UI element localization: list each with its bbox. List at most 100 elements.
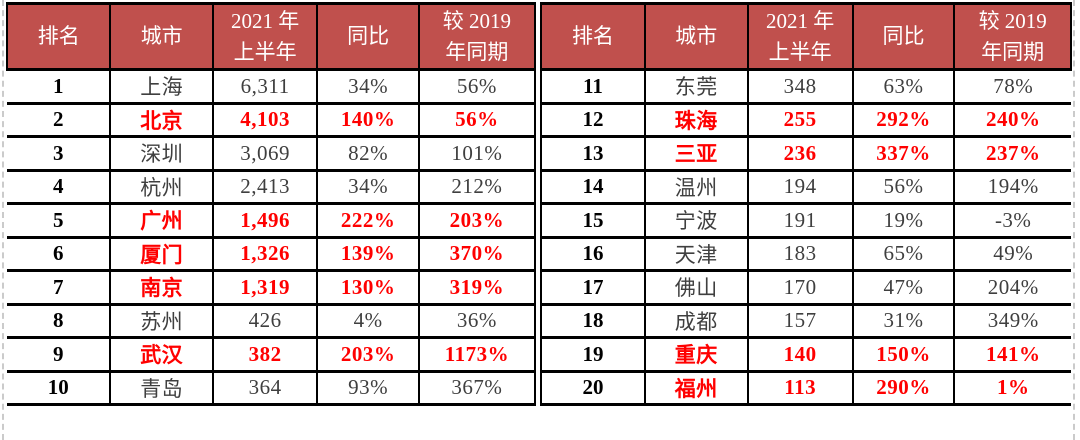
- value-2021h1-cell: 348: [746, 68, 854, 105]
- rank-cell: 1: [7, 68, 112, 105]
- value-2021h1-cell: 1,326: [211, 235, 319, 272]
- vs-2019-cell: 101%: [417, 135, 537, 172]
- ranking-table-left: 排名 城市 2021 年 上半年 同比 较 2019 年同期 1 上海 6,311 3…: [5, 2, 537, 406]
- rank-cell: 11: [540, 68, 646, 105]
- yoy-cell: 337%: [851, 135, 956, 172]
- table-row: 1 上海 6,311 34% 56%: [7, 68, 537, 105]
- yoy-cell: 139%: [316, 235, 420, 272]
- city-cell: 苏州: [109, 302, 214, 339]
- table-row: 7 南京 1,319 130% 319%: [7, 269, 537, 306]
- city-cell: 三亚: [643, 135, 749, 172]
- vs-2019-cell: 194%: [953, 168, 1071, 205]
- vs-2019-cell: 141%: [953, 336, 1071, 373]
- table-body-left: 1 上海 6,311 34% 56% 2 北京 4,103 140% 56% 3 深圳 3,069 82%…: [7, 68, 537, 406]
- value-2021h1-cell: 113: [746, 369, 854, 406]
- rank-cell: 5: [7, 202, 112, 239]
- table-row: 20 福州 113 290% 1%: [540, 369, 1071, 406]
- table-row: 10 青岛 364 93% 367%: [7, 369, 537, 406]
- city-cell: 温州: [643, 168, 749, 205]
- vs-2019-cell: 203%: [417, 202, 537, 239]
- value-2021h1-cell: 183: [746, 235, 854, 272]
- vs-2019-cell: 370%: [417, 235, 537, 272]
- yoy-cell: 290%: [851, 369, 956, 406]
- city-cell: 东莞: [643, 68, 749, 105]
- value-2021h1-cell: 170: [746, 269, 854, 306]
- header-2021-h1: 2021 年 上半年: [211, 2, 319, 71]
- vs-2019-cell: 1173%: [417, 336, 537, 373]
- city-cell: 武汉: [109, 336, 214, 373]
- yoy-cell: 47%: [851, 269, 956, 306]
- city-cell: 上海: [109, 68, 214, 105]
- rank-cell: 9: [7, 336, 112, 373]
- header-2021-h1: 2021 年 上半年: [746, 2, 854, 71]
- table-row: 9 武汉 382 203% 1173%: [7, 336, 537, 373]
- rank-cell: 3: [7, 135, 112, 172]
- city-cell: 青岛: [109, 369, 214, 406]
- value-2021h1-cell: 1,319: [211, 269, 319, 306]
- yoy-cell: 31%: [851, 302, 956, 339]
- vs-2019-cell: 319%: [417, 269, 537, 306]
- table-row: 19 重庆 140 150% 141%: [540, 336, 1071, 373]
- yoy-cell: 65%: [851, 235, 956, 272]
- city-cell: 北京: [109, 101, 214, 138]
- city-cell: 成都: [643, 302, 749, 339]
- value-2021h1-cell: 255: [746, 101, 854, 138]
- yoy-cell: 34%: [316, 168, 420, 205]
- vs-2019-cell: 212%: [417, 168, 537, 205]
- vs-2019-cell: 49%: [953, 235, 1071, 272]
- vs-2019-cell: -3%: [953, 202, 1071, 239]
- table-row: 4 杭州 2,413 34% 212%: [7, 168, 537, 205]
- rank-cell: 7: [7, 269, 112, 306]
- yoy-cell: 82%: [316, 135, 420, 172]
- yoy-cell: 56%: [851, 168, 956, 205]
- rank-cell: 14: [540, 168, 646, 205]
- city-cell: 重庆: [643, 336, 749, 373]
- table-row: 15 宁波 191 19% -3%: [540, 202, 1071, 239]
- city-cell: 杭州: [109, 168, 214, 205]
- value-2021h1-cell: 1,496: [211, 202, 319, 239]
- rank-cell: 10: [7, 369, 112, 406]
- value-2021h1-cell: 4,103: [211, 101, 319, 138]
- yoy-cell: 19%: [851, 202, 956, 239]
- value-2021h1-cell: 140: [746, 336, 854, 373]
- city-cell: 佛山: [643, 269, 749, 306]
- rank-cell: 15: [540, 202, 646, 239]
- value-2021h1-cell: 2,413: [211, 168, 319, 205]
- table-row: 8 苏州 426 4% 36%: [7, 302, 537, 339]
- value-2021h1-cell: 364: [211, 369, 319, 406]
- header-rank: 排名: [5, 2, 112, 71]
- header-row: 排名 城市 2021 年 上半年 同比 较 2019 年同期: [5, 2, 537, 71]
- city-cell: 厦门: [109, 235, 214, 272]
- header-vs-2019: 较 2019 年同期: [953, 2, 1072, 71]
- value-2021h1-cell: 157: [746, 302, 854, 339]
- yoy-cell: 63%: [851, 68, 956, 105]
- table-row: 13 三亚 236 337% 237%: [540, 135, 1071, 172]
- city-cell: 福州: [643, 369, 749, 406]
- table-row: 2 北京 4,103 140% 56%: [7, 101, 537, 138]
- table-row: 11 东莞 348 63% 78%: [540, 68, 1071, 105]
- yoy-cell: 292%: [851, 101, 956, 138]
- page-break-dashed-line-right: [1073, 0, 1075, 440]
- vs-2019-cell: 56%: [417, 68, 537, 105]
- table-row: 14 温州 194 56% 194%: [540, 168, 1071, 205]
- city-cell: 南京: [109, 269, 214, 306]
- yoy-cell: 203%: [316, 336, 420, 373]
- yoy-cell: 140%: [316, 101, 420, 138]
- table-row: 17 佛山 170 47% 204%: [540, 269, 1071, 306]
- table-row: 3 深圳 3,069 82% 101%: [7, 135, 537, 172]
- yoy-cell: 130%: [316, 269, 420, 306]
- rank-cell: 4: [7, 168, 112, 205]
- city-cell: 深圳: [109, 135, 214, 172]
- rank-cell: 17: [540, 269, 646, 306]
- rank-cell: 18: [540, 302, 646, 339]
- table-row: 5 广州 1,496 222% 203%: [7, 202, 537, 239]
- header-vs-2019: 较 2019 年同期: [417, 2, 537, 71]
- header-yoy: 同比: [316, 2, 420, 71]
- vs-2019-cell: 78%: [953, 68, 1071, 105]
- yoy-cell: 150%: [851, 336, 956, 373]
- rank-cell: 13: [540, 135, 646, 172]
- header-rank: 排名: [540, 2, 646, 71]
- vs-2019-cell: 56%: [417, 101, 537, 138]
- city-cell: 广州: [109, 202, 214, 239]
- table-header: 排名 城市 2021 年 上半年 同比 较 2019 年同期: [5, 2, 537, 71]
